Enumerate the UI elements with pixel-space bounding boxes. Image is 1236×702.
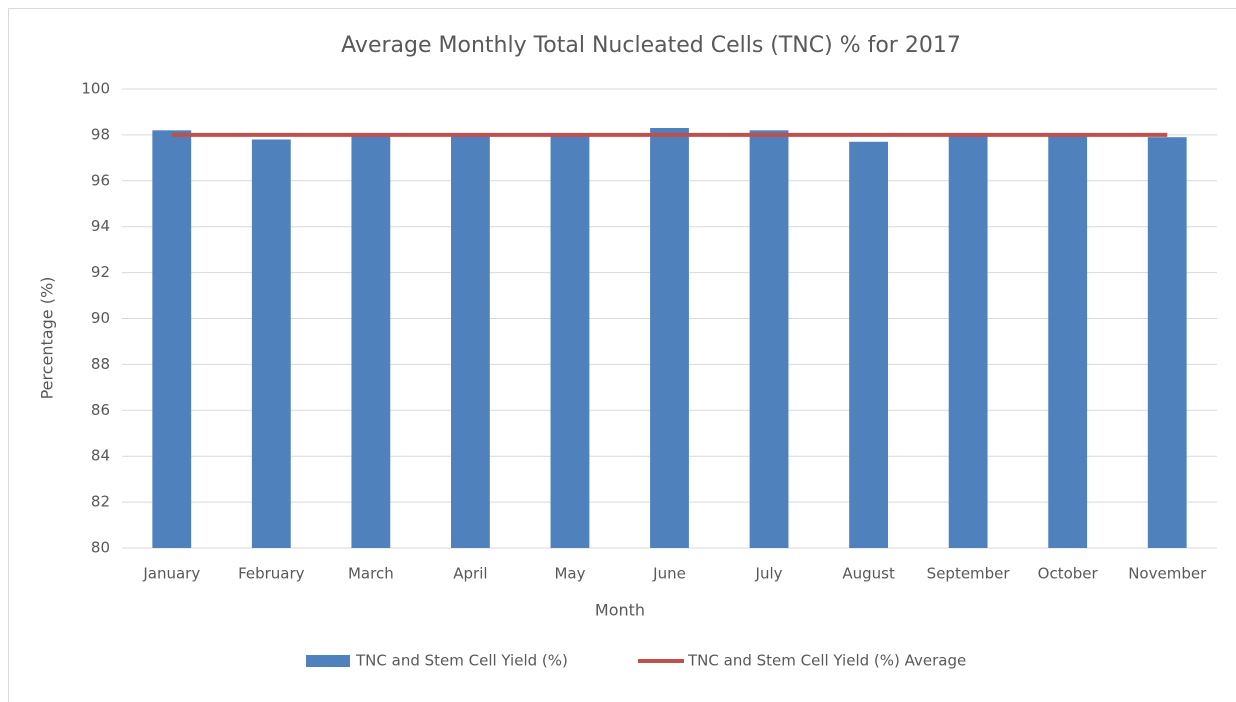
bar bbox=[251, 139, 291, 549]
bar bbox=[351, 134, 391, 548]
y-tick-label: 88 bbox=[91, 355, 110, 373]
y-tick-label: 94 bbox=[91, 217, 110, 235]
y-tick-label: 98 bbox=[91, 125, 110, 143]
x-axis-title: Month bbox=[595, 601, 645, 620]
y-tick-label: 82 bbox=[91, 493, 110, 511]
bar bbox=[550, 134, 590, 548]
bar bbox=[450, 134, 490, 548]
x-tick-label: May bbox=[554, 565, 585, 583]
y-tick-label: 92 bbox=[91, 263, 110, 281]
x-tick-label: April bbox=[453, 565, 487, 583]
bar bbox=[749, 130, 789, 548]
x-tick-label: October bbox=[1038, 565, 1099, 583]
legend-label: TNC and Stem Cell Yield (%) Average bbox=[687, 652, 966, 670]
x-tick-label: November bbox=[1128, 565, 1207, 583]
bar bbox=[1147, 137, 1187, 548]
x-tick-label: July bbox=[755, 565, 783, 583]
legend-swatch bbox=[306, 655, 350, 667]
bar bbox=[849, 141, 889, 548]
x-tick-label: February bbox=[238, 565, 305, 583]
chart-title: Average Monthly Total Nucleated Cells (T… bbox=[341, 33, 961, 58]
x-tick-label: January bbox=[142, 565, 200, 583]
y-tick-label: 84 bbox=[91, 447, 110, 465]
x-tick-label: August bbox=[842, 565, 895, 583]
bar bbox=[650, 128, 689, 548]
chart-frame bbox=[8, 8, 1236, 702]
y-tick-label: 86 bbox=[91, 401, 110, 419]
y-tick-label: 90 bbox=[91, 309, 110, 327]
x-tick-label: September bbox=[927, 565, 1011, 583]
bar bbox=[948, 134, 988, 548]
x-tick-label: June bbox=[652, 565, 686, 583]
y-tick-label: 96 bbox=[91, 171, 110, 189]
bar bbox=[152, 130, 192, 548]
y-tick-label: 100 bbox=[81, 80, 110, 98]
y-axis-title: Percentage (%) bbox=[38, 277, 57, 400]
x-tick-label: March bbox=[348, 565, 394, 583]
bar bbox=[1048, 134, 1088, 548]
legend-label: TNC and Stem Cell Yield (%) bbox=[355, 652, 568, 670]
y-tick-label: 80 bbox=[91, 539, 110, 557]
